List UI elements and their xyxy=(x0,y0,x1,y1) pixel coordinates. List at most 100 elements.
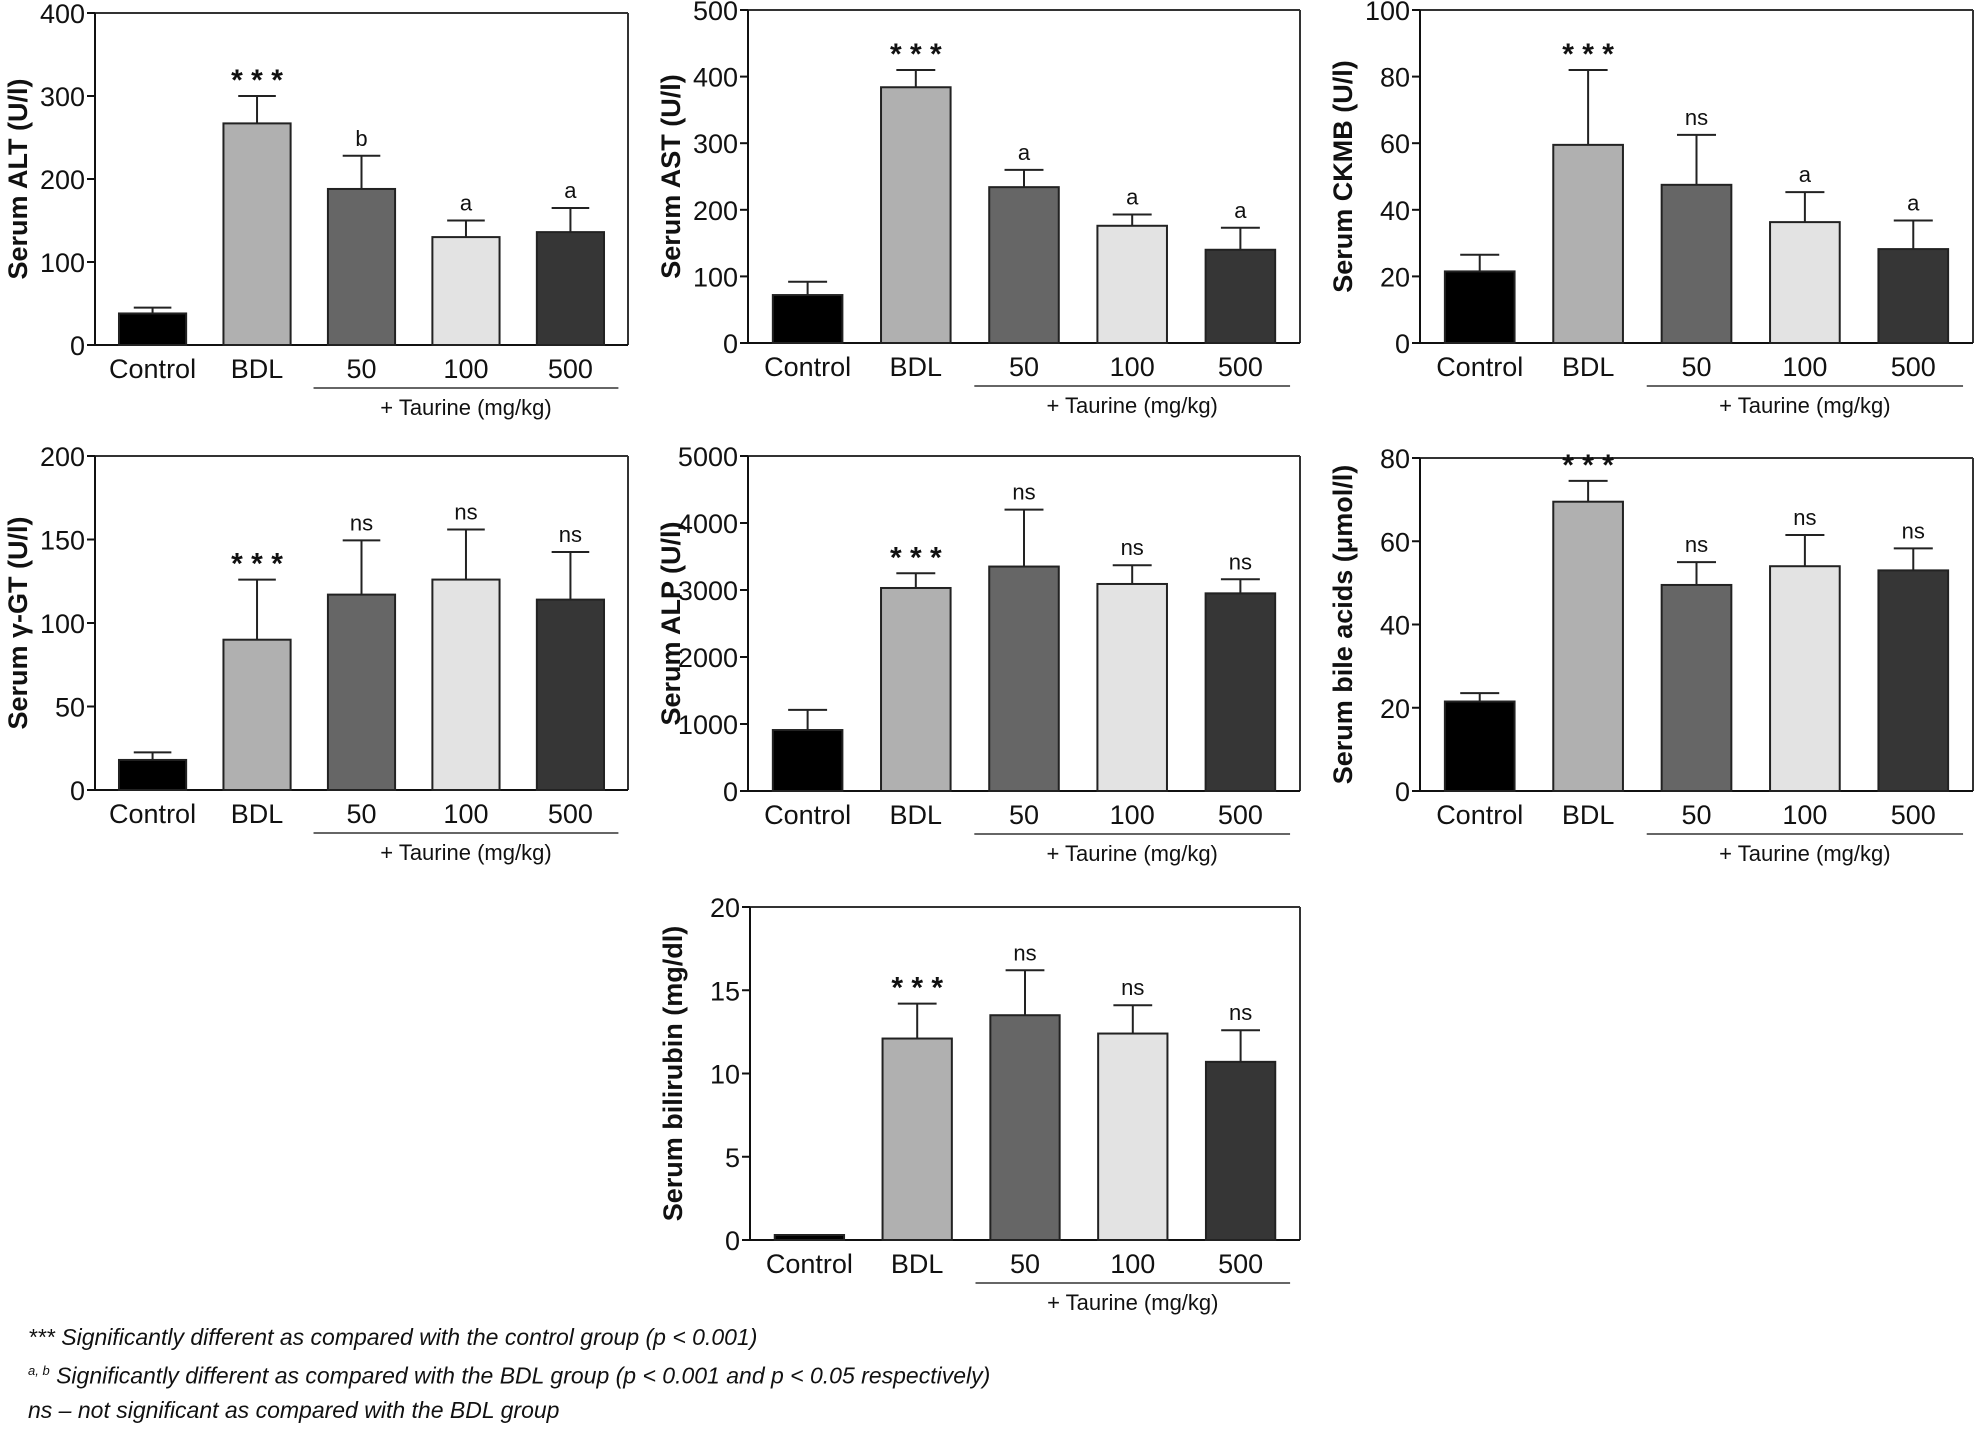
significance-label: ns xyxy=(1121,975,1144,1000)
bar-control xyxy=(773,1234,846,1242)
significance-stars: * * * xyxy=(890,38,942,71)
y-tick-label: 5000 xyxy=(678,442,738,472)
significance-label: ns xyxy=(1229,549,1252,574)
taurine-group-label: + Taurine (mg/kg) xyxy=(1046,393,1217,418)
bar-100 xyxy=(1096,582,1168,792)
significance-label: ns xyxy=(559,522,582,547)
significance-stars: * * * xyxy=(231,548,283,581)
x-tick-label: 100 xyxy=(443,354,488,384)
y-tick-label: 80 xyxy=(1380,63,1410,93)
bar-100 xyxy=(1769,221,1841,344)
bar-bdl xyxy=(1552,500,1624,792)
significance-stars: * * * xyxy=(1562,449,1614,482)
bar-control xyxy=(117,312,188,346)
bar-bdl xyxy=(1552,143,1624,344)
bar-50 xyxy=(989,1014,1061,1241)
x-tick-label: 50 xyxy=(1010,1249,1040,1279)
bar-control xyxy=(1443,700,1516,792)
x-tick-label: Control xyxy=(764,352,851,382)
y-axis-label: Serum CKMB (U/l) xyxy=(1328,60,1358,293)
y-tick-label: 80 xyxy=(1380,444,1410,474)
bar-control xyxy=(117,758,188,792)
x-tick-label: BDL xyxy=(890,352,943,382)
y-tick-label: 60 xyxy=(1380,527,1410,557)
x-tick-label: 100 xyxy=(1110,1249,1155,1279)
significance-stars: * * * xyxy=(891,972,943,1005)
y-tick-label: 0 xyxy=(723,329,738,359)
footnotes: *** Significantly different as compared … xyxy=(28,1320,990,1427)
taurine-group-label: + Taurine (mg/kg) xyxy=(380,840,551,865)
significance-label: a xyxy=(1018,140,1031,165)
y-tick-label: 5 xyxy=(725,1143,740,1173)
y-tick-label: 60 xyxy=(1380,129,1410,159)
y-tick-label: 0 xyxy=(70,331,85,361)
x-tick-label: BDL xyxy=(231,354,284,384)
x-tick-label: Control xyxy=(1436,352,1523,382)
taurine-group-label: + Taurine (mg/kg) xyxy=(1719,393,1890,418)
chart-panel-5: 0 1000 2000 3000 4000 5000 Serum ALP (U/l) Cont… xyxy=(656,442,1301,866)
x-tick-label: 100 xyxy=(1110,800,1155,830)
bar-500 xyxy=(1204,1060,1277,1241)
x-tick-label: Control xyxy=(766,1249,853,1279)
y-tick-label: 50 xyxy=(55,693,85,723)
x-tick-label: 500 xyxy=(1218,800,1263,830)
y-tick-label: 100 xyxy=(693,262,738,292)
y-tick-label: 4000 xyxy=(678,509,738,539)
bar-50 xyxy=(988,565,1060,792)
chart-panel-1: 0 100 200 300 400 Serum ALT (U/l) Control * * *… xyxy=(3,0,629,420)
x-tick-label: BDL xyxy=(231,799,284,829)
bar-500 xyxy=(1877,248,1950,344)
x-tick-label: 100 xyxy=(1110,352,1155,382)
bar-100 xyxy=(1769,565,1841,792)
x-tick-label: 500 xyxy=(1218,352,1263,382)
y-tick-label: 200 xyxy=(40,165,85,195)
significance-label: ns xyxy=(1013,940,1036,965)
x-tick-label: 50 xyxy=(346,354,376,384)
y-tick-label: 0 xyxy=(1395,777,1410,807)
x-tick-label: BDL xyxy=(890,800,943,830)
y-tick-label: 300 xyxy=(693,129,738,159)
y-tick-label: 20 xyxy=(1380,694,1410,724)
bar-control xyxy=(1443,270,1516,344)
y-tick-label: 300 xyxy=(40,82,85,112)
y-tick-label: 150 xyxy=(40,526,85,556)
y-tick-label: 0 xyxy=(1395,329,1410,359)
significance-stars: * * * xyxy=(1562,38,1614,71)
y-tick-label: 20 xyxy=(710,893,740,923)
x-tick-label: BDL xyxy=(1562,352,1615,382)
x-tick-label: 50 xyxy=(346,799,376,829)
y-tick-label: 100 xyxy=(40,609,85,639)
y-tick-label: 200 xyxy=(40,442,85,472)
y-tick-label: 200 xyxy=(693,196,738,226)
bar-bdl xyxy=(222,638,292,792)
bar-500 xyxy=(1877,569,1950,793)
bar-500 xyxy=(535,231,606,346)
significance-label: ns xyxy=(1685,532,1708,557)
significance-stars: * * * xyxy=(231,64,283,97)
x-tick-label: BDL xyxy=(891,1249,944,1279)
footnote-ab-text: Significantly different as compared with… xyxy=(49,1362,991,1389)
x-tick-label: 100 xyxy=(1782,800,1827,830)
y-tick-label: 0 xyxy=(723,777,738,807)
chart-panel-4: 0 50 100 150 200 Serum γ-GT (U/l) Control * * *… xyxy=(3,442,629,865)
x-tick-label: 50 xyxy=(1009,800,1039,830)
y-tick-label: 400 xyxy=(40,0,85,29)
x-tick-label: 50 xyxy=(1681,800,1711,830)
bar-50 xyxy=(1660,183,1733,344)
significance-label: ns xyxy=(1902,518,1925,543)
bar-50 xyxy=(988,186,1060,344)
x-tick-label: 100 xyxy=(1782,352,1827,382)
significance-stars: * * * xyxy=(890,541,942,574)
significance-label: ns xyxy=(1685,105,1708,130)
y-tick-label: 1000 xyxy=(678,710,738,740)
y-tick-label: 40 xyxy=(1380,196,1410,226)
significance-label: ns xyxy=(1793,505,1816,530)
x-tick-label: 500 xyxy=(1891,352,1936,382)
significance-label: ns xyxy=(350,510,373,535)
x-tick-label: 100 xyxy=(443,799,488,829)
significance-label: b xyxy=(355,126,367,151)
x-tick-label: 500 xyxy=(548,799,593,829)
y-tick-label: 0 xyxy=(70,776,85,806)
y-tick-label: 500 xyxy=(693,0,738,26)
bar-500 xyxy=(1204,592,1277,792)
